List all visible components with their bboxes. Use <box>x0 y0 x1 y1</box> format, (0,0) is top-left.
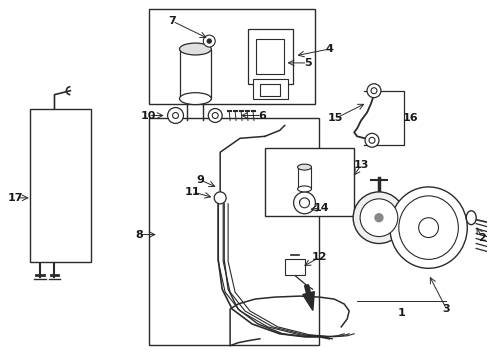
Ellipse shape <box>398 196 457 260</box>
Circle shape <box>299 198 309 208</box>
Bar <box>179 49 211 99</box>
Circle shape <box>208 109 222 122</box>
Text: 9: 9 <box>196 175 204 185</box>
Bar <box>252 79 287 99</box>
Ellipse shape <box>297 164 311 170</box>
Circle shape <box>374 214 382 222</box>
Text: 14: 14 <box>313 203 328 213</box>
Bar <box>259 84 279 96</box>
Circle shape <box>365 133 378 147</box>
Circle shape <box>212 113 218 118</box>
Text: 11: 11 <box>184 187 200 197</box>
Ellipse shape <box>389 187 467 268</box>
Bar <box>297 167 311 189</box>
Text: 3: 3 <box>442 304 449 314</box>
Text: 8: 8 <box>135 230 142 239</box>
Bar <box>255 39 283 74</box>
Ellipse shape <box>297 186 311 192</box>
Circle shape <box>293 192 315 214</box>
Text: 5: 5 <box>303 58 311 68</box>
Text: 2: 2 <box>477 233 485 243</box>
Text: 6: 6 <box>257 111 265 121</box>
Bar <box>284 260 304 275</box>
FancyArrow shape <box>302 285 314 310</box>
Ellipse shape <box>299 199 309 204</box>
Text: 4: 4 <box>325 44 333 54</box>
Ellipse shape <box>352 192 404 243</box>
Text: 15: 15 <box>327 113 342 123</box>
Text: 12: 12 <box>311 252 326 262</box>
Text: 16: 16 <box>402 113 418 123</box>
Ellipse shape <box>179 43 211 55</box>
Ellipse shape <box>466 211 475 225</box>
Circle shape <box>203 35 215 47</box>
Circle shape <box>207 39 211 43</box>
Circle shape <box>214 192 225 204</box>
Circle shape <box>167 108 183 123</box>
Circle shape <box>370 88 376 94</box>
Text: 1: 1 <box>397 308 405 318</box>
Bar <box>148 118 319 345</box>
Text: 10: 10 <box>141 111 156 121</box>
Bar <box>247 29 292 84</box>
Bar <box>264 148 353 216</box>
Text: 7: 7 <box>168 16 176 26</box>
Circle shape <box>366 84 380 98</box>
Circle shape <box>172 113 178 118</box>
Circle shape <box>418 218 438 238</box>
Circle shape <box>368 137 374 143</box>
Ellipse shape <box>359 199 397 237</box>
Text: 17: 17 <box>8 193 23 203</box>
Ellipse shape <box>179 93 211 105</box>
Bar <box>30 109 91 262</box>
Text: 13: 13 <box>353 160 368 170</box>
Bar <box>148 9 315 104</box>
